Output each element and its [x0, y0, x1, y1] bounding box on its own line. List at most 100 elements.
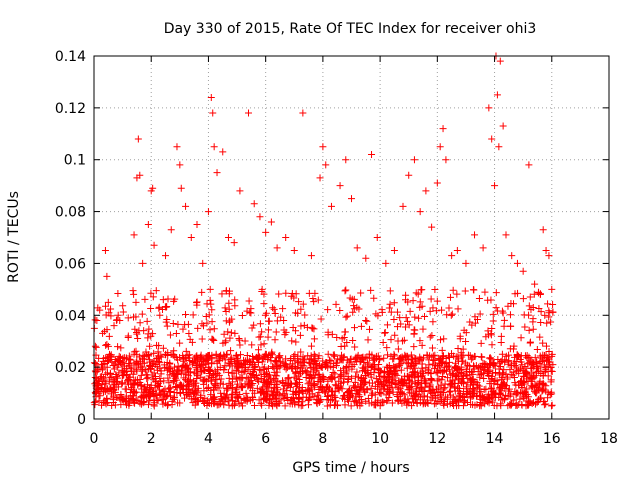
data-point — [127, 365, 135, 373]
data-point — [119, 308, 127, 316]
data-point — [453, 290, 461, 298]
data-point — [224, 368, 232, 376]
data-point — [526, 338, 534, 346]
data-point — [502, 231, 510, 239]
data-point — [208, 318, 216, 326]
data-point — [492, 369, 500, 377]
data-point — [207, 300, 215, 308]
data-point — [322, 389, 330, 397]
data-point — [440, 335, 448, 343]
data-point — [225, 287, 233, 295]
data-point — [529, 325, 537, 333]
data-point — [281, 390, 289, 398]
data-point — [273, 398, 281, 406]
data-point — [126, 355, 134, 363]
data-point — [386, 300, 394, 308]
data-point — [411, 313, 419, 321]
data-point — [539, 372, 547, 380]
data-point — [272, 328, 280, 336]
data-point — [548, 350, 556, 358]
data-point — [114, 311, 122, 319]
data-point — [108, 373, 116, 381]
data-point — [415, 314, 423, 322]
data-point — [350, 295, 358, 303]
data-point — [539, 386, 547, 394]
data-point — [545, 313, 553, 321]
data-point — [409, 368, 417, 376]
data-point — [471, 231, 479, 239]
data-point — [210, 143, 218, 151]
data-point — [423, 352, 431, 360]
data-point — [320, 375, 328, 383]
data-point — [528, 400, 536, 408]
data-point — [115, 369, 123, 377]
data-point — [299, 300, 307, 308]
data-point — [265, 317, 273, 325]
data-point — [157, 367, 165, 375]
data-point — [101, 376, 109, 384]
data-point — [224, 234, 232, 241]
data-point — [456, 332, 464, 340]
data-point — [345, 358, 353, 366]
data-point — [398, 399, 406, 407]
data-point — [525, 326, 533, 334]
data-point — [245, 357, 253, 365]
data-point — [390, 246, 398, 254]
data-point — [310, 360, 318, 368]
data-point — [257, 370, 265, 378]
data-point — [512, 391, 520, 399]
data-point — [412, 387, 420, 395]
data-point — [186, 351, 194, 359]
data-point — [280, 317, 288, 325]
data-point — [281, 402, 289, 410]
data-point — [539, 226, 547, 234]
data-point — [475, 294, 483, 302]
data-point — [207, 377, 215, 385]
data-point — [411, 374, 419, 382]
data-point — [536, 333, 544, 341]
data-point — [221, 304, 229, 312]
data-point — [416, 303, 424, 311]
data-point — [165, 379, 173, 387]
data-point — [314, 370, 322, 378]
data-point — [238, 364, 246, 372]
data-point — [500, 366, 508, 374]
data-point — [337, 367, 345, 375]
data-point — [520, 378, 528, 386]
data-point — [372, 352, 380, 360]
data-point — [184, 351, 192, 359]
data-point — [174, 320, 182, 328]
data-point — [341, 342, 349, 350]
data-point — [183, 377, 191, 385]
data-point — [293, 383, 301, 391]
data-point — [305, 289, 313, 297]
data-point — [202, 360, 210, 368]
data-point — [162, 318, 170, 326]
x-tick-label: 8 — [318, 431, 327, 447]
data-point — [172, 383, 180, 391]
data-point — [444, 362, 452, 370]
data-point — [531, 354, 539, 362]
data-point — [205, 372, 213, 380]
data-point — [215, 356, 223, 364]
data-point — [477, 353, 485, 361]
data-point — [192, 353, 200, 361]
data-point — [271, 309, 279, 317]
data-point — [411, 326, 419, 334]
data-point — [132, 313, 140, 321]
data-point — [189, 358, 197, 366]
data-point — [310, 392, 318, 400]
data-point — [122, 401, 130, 409]
data-point — [521, 323, 529, 331]
data-point — [440, 367, 448, 375]
data-point — [329, 363, 337, 371]
data-point — [405, 171, 413, 179]
data-point — [240, 395, 248, 403]
data-point — [487, 355, 495, 363]
data-point — [459, 379, 467, 387]
data-point — [142, 385, 150, 393]
data-point — [91, 401, 99, 409]
data-point — [213, 401, 221, 409]
data-point — [544, 300, 552, 308]
data-point — [413, 399, 421, 407]
